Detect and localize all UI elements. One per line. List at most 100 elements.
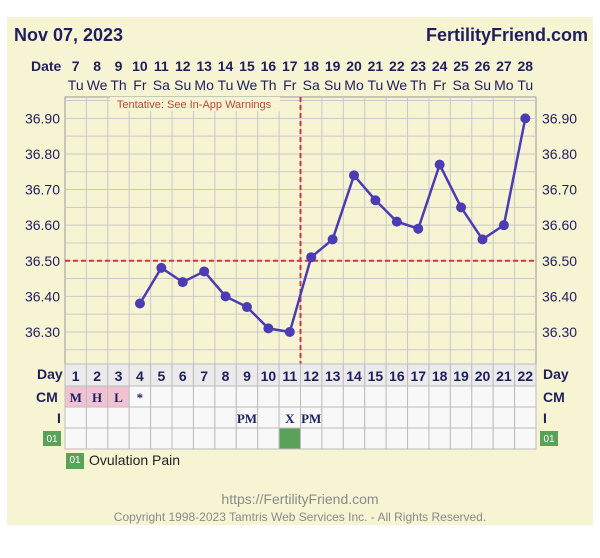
weekday-label: Mo: [494, 77, 514, 93]
weekday-label: Fr: [433, 77, 447, 93]
footer-copyright: Copyright 1998-2023 Tamtris Web Services…: [113, 510, 487, 524]
weekday-label: Su: [473, 77, 492, 93]
cycle-day-label: 3: [115, 368, 123, 384]
intercourse-cell: [85, 406, 109, 429]
y-tick-label-right: 36.50: [542, 253, 577, 269]
calendar-date-label: 14: [217, 58, 234, 74]
cm-cell: [278, 385, 302, 408]
day-row-label-right: Day: [543, 366, 569, 382]
cm-cell: [471, 385, 494, 408]
op-row-code-right: 01: [543, 434, 555, 445]
op-cell: [85, 427, 109, 450]
op-cell: [107, 427, 130, 450]
temperature-point: [370, 195, 381, 206]
i-row-label-left: I: [57, 410, 61, 426]
intercourse-cell: [192, 406, 216, 429]
op-cell: [514, 427, 537, 450]
calendar-date-label: 17: [281, 58, 298, 74]
weekday-label: Mo: [194, 77, 214, 93]
intercourse-cell: [342, 406, 366, 429]
y-tick-label-right: 36.90: [542, 110, 577, 126]
op-cell: [235, 427, 259, 450]
temperature-point: [327, 234, 338, 245]
cycle-day-label: 22: [518, 368, 534, 384]
cycle-day-label: 4: [136, 368, 144, 384]
intercourse-cell: [150, 406, 173, 429]
op-cell: [321, 427, 344, 450]
y-tick-label-left: 36.30: [25, 324, 60, 340]
calendar-date-label: 22: [389, 58, 405, 74]
cycle-day-label: 10: [261, 368, 277, 384]
cm-cell: [192, 385, 216, 408]
calendar-date-label: 19: [324, 58, 341, 74]
temperature-point: [434, 159, 445, 170]
footer-url[interactable]: https://FertilityFriend.com: [221, 491, 379, 507]
chart-date: Nov 07, 2023: [14, 25, 124, 45]
op-cell: [150, 427, 173, 450]
weekday-label: Sa: [302, 77, 320, 93]
y-tick-label-left: 36.80: [25, 146, 60, 162]
temperature-point: [284, 326, 295, 337]
cm-value: *: [137, 390, 144, 405]
calendar-date-label: 11: [153, 58, 169, 74]
intercourse-cell: [128, 406, 152, 429]
op-cell: [64, 427, 87, 450]
cm-cell: [321, 385, 344, 408]
cycle-day-label: 11: [282, 368, 297, 384]
cycle-day-label: 2: [93, 368, 101, 384]
site-name[interactable]: FertilityFriend.com: [425, 25, 588, 45]
cycle-day-label: 14: [346, 368, 362, 384]
op-row-code-left: 01: [46, 434, 58, 445]
weekday-label: Sa: [152, 77, 170, 93]
cycle-day-label: 16: [389, 368, 405, 384]
calendar-date-label: 13: [196, 58, 212, 74]
op-cell: [407, 427, 430, 450]
y-tick-label-left: 36.50: [25, 253, 60, 269]
weekday-label: Th: [410, 77, 427, 93]
calendar-date-label: 16: [260, 58, 277, 74]
cm-cell: [257, 385, 280, 408]
y-tick-label-right: 36.70: [542, 182, 577, 198]
op-cell: [171, 427, 194, 450]
calendar-date-label: 18: [303, 58, 319, 74]
cm-cell: [492, 385, 516, 408]
op-cell: [449, 427, 473, 450]
ovulation-pain-legend-code: 01: [66, 453, 84, 469]
calendar-date-label: 25: [453, 58, 469, 74]
temperature-point: [456, 202, 467, 213]
cycle-day-label: 19: [453, 368, 469, 384]
cycle-day-label: 15: [368, 368, 384, 384]
cm-cell: [385, 385, 409, 408]
temperature-point: [391, 216, 402, 227]
temperature-point: [349, 170, 360, 181]
weekday-label: Tu: [217, 77, 234, 93]
y-tick-label-left: 36.40: [25, 288, 60, 304]
weekday-label: Fr: [133, 77, 147, 93]
temperature-point: [134, 298, 145, 309]
temperature-point: [177, 277, 188, 288]
calendar-date-label: 27: [496, 58, 512, 74]
op-cell: [214, 427, 237, 450]
y-tick-label-right: 36.30: [542, 324, 577, 340]
weekday-label: Su: [324, 77, 342, 93]
weekday-label: We: [86, 77, 108, 93]
calendar-date-label: 15: [239, 58, 255, 74]
cm-cell: [150, 385, 173, 408]
intercourse-cell: [514, 406, 537, 429]
cm-cell: [171, 385, 194, 408]
weekday-label: Su: [174, 77, 192, 93]
weekday-label: Tu: [517, 77, 534, 93]
intercourse-cell: [428, 406, 451, 429]
temperature-point: [413, 223, 424, 234]
op-cell: [385, 427, 409, 450]
op-cell: [128, 427, 152, 450]
op-cell: [364, 427, 387, 450]
cm-cell: [364, 385, 387, 408]
cycle-day-label: 6: [179, 368, 187, 384]
cm-cell: [407, 385, 430, 408]
cm-cell: [428, 385, 451, 408]
cm-cell: [235, 385, 259, 408]
cm-cell: [214, 385, 237, 408]
cycle-day-label: 18: [432, 368, 448, 384]
y-tick-label-left: 36.60: [25, 217, 60, 233]
